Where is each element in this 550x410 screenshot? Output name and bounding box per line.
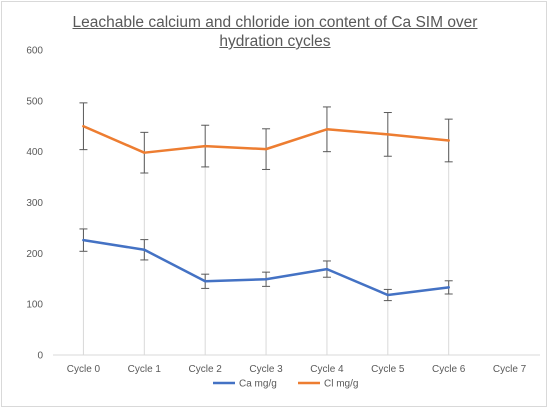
y-tick-label: 300 [26, 198, 43, 209]
axis-layer: 0 100 200 300 400 500 600 Cycle 0 Cycle 1 Cycle 2… [26, 46, 540, 375]
y-tick-label: 400 [26, 147, 43, 158]
data-point [264, 278, 268, 281]
series-lines [82, 125, 450, 297]
data-point [203, 144, 207, 148]
legend-label: Cl mg/g [324, 379, 358, 390]
data-point [447, 139, 450, 142]
y-tick-label: 500 [26, 96, 43, 107]
y-tick-label: 0 [37, 351, 43, 362]
data-point [143, 248, 146, 251]
x-tick-label: Cycle 5 [371, 364, 405, 375]
data-point [264, 147, 268, 151]
y-tick-label: 600 [26, 46, 43, 57]
legend-item: Ca mg/g [213, 379, 277, 390]
x-tick-label: Cycle 7 [493, 364, 527, 375]
x-tick-label: Cycle 3 [249, 364, 283, 375]
x-tick-label: Cycle 4 [310, 364, 344, 375]
legend: Ca mg/g Cl mg/g [213, 379, 358, 390]
data-point [143, 151, 146, 154]
x-tick-label: Cycle 0 [67, 364, 101, 375]
data-point [203, 280, 207, 283]
data-point [386, 133, 390, 136]
y-tick-label: 100 [26, 300, 43, 311]
x-tick-label: Cycle 2 [189, 364, 223, 375]
data-point [325, 267, 329, 271]
data-point [82, 238, 85, 242]
x-tick-label: Cycle 1 [128, 364, 162, 375]
y-tick-label: 200 [26, 249, 43, 260]
chart-title: Leachable calcium and chloride ion conte… [72, 14, 478, 50]
data-point [82, 125, 85, 128]
error-bars [79, 102, 453, 355]
data-point [386, 293, 390, 297]
legend-item: Cl mg/g [298, 379, 358, 390]
x-tick-label: Cycle 6 [432, 364, 466, 375]
data-point [447, 286, 450, 289]
data-point [325, 128, 329, 131]
legend-label: Ca mg/g [239, 379, 277, 390]
